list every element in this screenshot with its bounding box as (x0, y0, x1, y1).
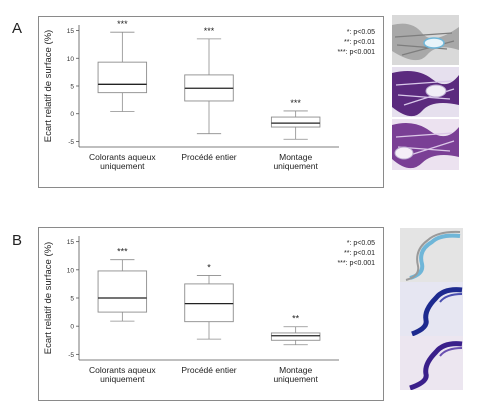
iqr-box (184, 283, 234, 323)
tissue-image-b-svg (400, 228, 463, 390)
y-tick-label: -5 (68, 139, 74, 146)
y-tick-label: 5 (70, 84, 74, 91)
x-category-label: Procédé entier (181, 365, 236, 375)
significance-marker: * (207, 262, 211, 272)
boxplot-chart-a: Ecart relatif de surface (%) 15 10 5 0 -5 *: p… (43, 19, 375, 171)
box-2: *** (184, 26, 234, 135)
box-1: *** (97, 247, 148, 322)
x-category-label: Montage (279, 152, 312, 162)
box-3: *** (270, 98, 321, 140)
box-1: *** (97, 19, 148, 112)
iqr-box (270, 332, 321, 341)
x-category-label: uniquement (100, 374, 145, 384)
y-tick-label: 10 (67, 56, 75, 63)
x-category-label: uniquement (273, 161, 318, 171)
tissue-image-a-svg (392, 15, 459, 170)
y-tick-label: -5 (68, 352, 74, 359)
significance-marker: ** (292, 314, 300, 324)
significance-legend-entry: ***: p<0.001 (337, 49, 375, 56)
significance-legend-entry: *: p<0.05 (347, 29, 375, 36)
tissue-image-b (400, 228, 463, 390)
significance-legend-entry: ***: p<0.001 (337, 260, 375, 267)
x-category-label: Montage (279, 365, 312, 375)
significance-marker: *** (117, 19, 128, 29)
chart-frame-a: Ecart relatif de surface (%) 15 10 5 0 -5 *: p… (38, 16, 384, 188)
iqr-box (97, 270, 148, 313)
y-tick-label: 10 (67, 267, 75, 274)
y-tick-label: 15 (67, 28, 75, 35)
box-3: ** (270, 314, 321, 346)
box-2: * (184, 262, 234, 340)
chart-frame-b: Ecart relatif de surface (%) 15 10 5 0 -5 *: p… (38, 227, 384, 401)
x-category-label: uniquement (273, 374, 318, 384)
y-tick-label: 0 (70, 111, 74, 118)
panel-letter-b: B (12, 232, 23, 249)
x-category-label: Colorants aqueux (89, 365, 156, 375)
significance-marker: *** (117, 247, 128, 257)
tissue-image-a (392, 15, 459, 170)
boxplot-chart-b: Ecart relatif de surface (%) 15 10 5 0 -5 *: p… (43, 236, 375, 384)
y-tick-label: 15 (67, 239, 75, 246)
x-category-label: Procédé entier (181, 152, 236, 162)
y-axis-label: Ecart relatif de surface (%) (43, 242, 54, 354)
significance-marker: *** (290, 98, 301, 108)
y-tick-label: 5 (70, 296, 74, 303)
significance-marker: *** (204, 26, 215, 36)
y-axis-label: Ecart relatif de surface (%) (43, 30, 54, 142)
significance-legend-entry: *: p<0.05 (347, 240, 375, 247)
significance-legend-entry: **: p<0.01 (344, 250, 375, 257)
x-category-label: Colorants aqueux (89, 152, 156, 162)
iqr-box (97, 61, 148, 94)
significance-legend-entry: **: p<0.01 (344, 39, 375, 46)
panel-letter-a: A (12, 20, 23, 37)
x-category-label: uniquement (100, 161, 145, 171)
iqr-box (270, 116, 321, 128)
y-tick-label: 0 (70, 324, 74, 331)
